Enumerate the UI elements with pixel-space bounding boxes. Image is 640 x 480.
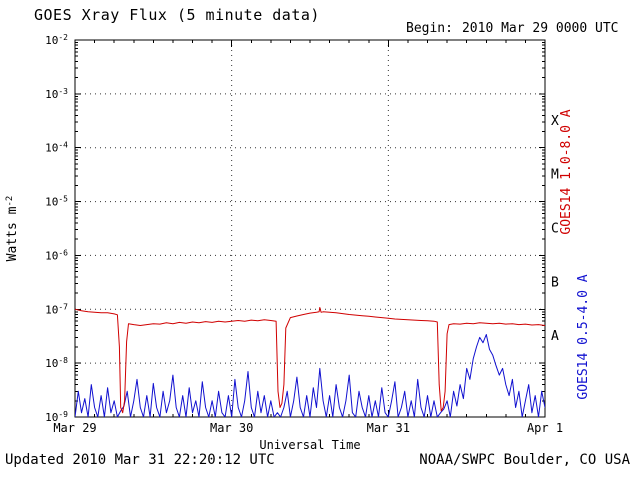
gridlines bbox=[75, 40, 545, 417]
y-tick-label: 10-8 bbox=[45, 356, 68, 370]
flare-class-labels: X M C B A bbox=[551, 114, 559, 344]
flare-class-B: B bbox=[551, 275, 559, 290]
x-axis-title: Universal Time bbox=[259, 438, 360, 452]
y-tick-label: 10-2 bbox=[45, 33, 68, 47]
axis-ticks bbox=[74, 39, 546, 418]
series-label-long: GOES14 1.0-8.0 A bbox=[559, 109, 574, 234]
plot-frame bbox=[74, 39, 546, 418]
flare-class-X: X bbox=[551, 114, 559, 129]
data-series bbox=[75, 307, 545, 417]
x-tick-label: Mar 29 bbox=[53, 421, 96, 435]
series-label-short: GOES14 0.5-4.0 A bbox=[576, 274, 591, 399]
y-tick-label: 10-4 bbox=[45, 141, 68, 155]
chart-title: GOES Xray Flux (5 minute data) bbox=[34, 6, 320, 24]
flare-class-M: M bbox=[551, 168, 559, 183]
updated-timestamp: Updated 2010 Mar 31 22:20:12 UTC bbox=[5, 452, 275, 468]
y-tick-label: 10-6 bbox=[45, 248, 68, 262]
y-tick-label: 10-3 bbox=[45, 87, 68, 101]
y-tick-label: 10-7 bbox=[45, 302, 68, 316]
x-tick-label: Mar 31 bbox=[367, 421, 410, 435]
series-long-trace bbox=[75, 307, 545, 414]
series-short-trace bbox=[75, 334, 545, 417]
y-axis-title: Watts m-2 bbox=[5, 196, 20, 262]
flare-class-C: C bbox=[551, 222, 559, 237]
begin-value: 2010 Mar 29 0000 UTC bbox=[461, 21, 619, 36]
x-tick-label: Mar 30 bbox=[210, 421, 253, 435]
y-tick-labels: 10-210-310-410-510-610-710-810-9 bbox=[45, 33, 68, 424]
flare-class-A: A bbox=[551, 329, 559, 344]
begin-label: Begin: bbox=[406, 21, 453, 36]
x-tick-label: Apr 1 bbox=[527, 421, 563, 435]
credit-text: NOAA/SWPC Boulder, CO USA bbox=[419, 452, 630, 468]
x-tick-labels: Mar 29 Mar 30 Mar 31 Apr 1 bbox=[53, 421, 563, 435]
begin-timestamp: Begin: 2010 Mar 29 0000 UTC bbox=[406, 21, 619, 36]
y-tick-label: 10-5 bbox=[45, 195, 68, 209]
